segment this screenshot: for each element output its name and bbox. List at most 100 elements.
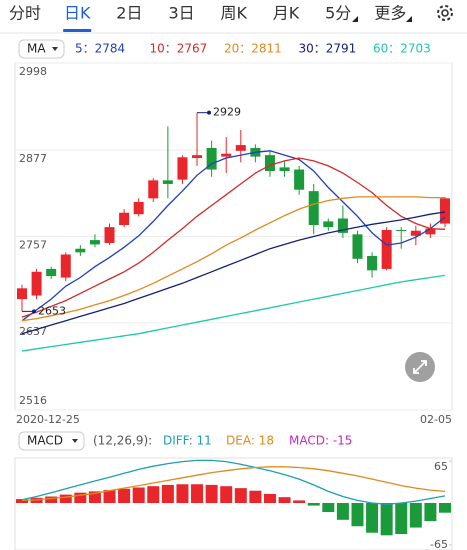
candle-body: [17, 288, 27, 300]
candle-body: [60, 254, 71, 278]
y-tick-label: 65: [434, 460, 448, 473]
macd-bar: [366, 503, 379, 533]
macd-bar: [293, 500, 306, 503]
tab[interactable]: 更多: [374, 4, 406, 23]
ma-legend-item: 20：2811: [224, 42, 282, 56]
x-tick-label: 2020-12-25: [16, 413, 80, 426]
expand-button[interactable]: [405, 352, 435, 382]
indicator-line: [21, 459, 446, 505]
dropdown-icon: [52, 47, 58, 51]
settings-icon[interactable]: [437, 5, 453, 21]
candle-body: [425, 228, 436, 235]
macd-bar: [220, 486, 233, 503]
macd-frame: [14, 457, 453, 550]
candle-body: [279, 167, 290, 171]
macd-bar: [176, 484, 189, 503]
y-tick-label: 2998: [19, 65, 47, 78]
macd-bar: [118, 488, 131, 503]
candle-body: [440, 198, 450, 224]
macd-legend-item: DIFF: 11: [163, 434, 212, 448]
dropdown-icon: [406, 16, 412, 22]
macd-bar: [263, 493, 276, 503]
macd-button-label: MACD: [27, 434, 63, 448]
tab[interactable]: 月K: [273, 4, 300, 23]
macd-bar: [45, 496, 58, 503]
macd-bar: [322, 503, 335, 513]
candle-body: [31, 271, 42, 296]
macd-bar: [439, 503, 451, 513]
candle-body: [148, 180, 159, 199]
macd-bar: [103, 490, 116, 503]
annotation-label: 2653: [38, 304, 66, 317]
ma-legend-item: 10：2767: [150, 42, 208, 56]
candle-body: [46, 268, 57, 277]
macd-bar: [132, 487, 145, 503]
candle-body: [323, 221, 334, 228]
macd-bar: [205, 484, 218, 503]
macd-legend-item: (12,26,9):: [93, 434, 152, 448]
candle-body: [162, 180, 173, 184]
candle-body: [75, 248, 86, 253]
tab[interactable]: 5分: [325, 4, 351, 23]
candle-body: [352, 234, 363, 259]
tab[interactable]: 2日: [116, 4, 142, 23]
indicator-line: [21, 196, 445, 322]
indicator-line: [21, 274, 446, 352]
tab[interactable]: 分时: [9, 4, 41, 23]
macd-bar: [161, 484, 174, 503]
candle-body: [235, 145, 246, 151]
candle-body: [264, 155, 275, 171]
candle-body: [410, 230, 421, 236]
tab-underline: [63, 29, 92, 32]
annotation-dot: [32, 309, 36, 314]
candle-body: [177, 157, 188, 180]
indicator-line: [21, 211, 446, 335]
y-tick-label: 2637: [19, 325, 47, 338]
tab[interactable]: 日K: [64, 4, 91, 23]
indicator-line: [21, 150, 446, 322]
annotation-label: 2929: [213, 106, 241, 119]
ma-button[interactable]: [18, 39, 65, 59]
candle-body: [221, 153, 232, 157]
macd-bar: [278, 497, 291, 503]
candle-body: [396, 230, 407, 232]
candle-body: [119, 212, 130, 225]
macd-bar: [380, 503, 393, 536]
macd-bar: [74, 492, 87, 503]
macd-bar: [395, 503, 408, 535]
candle-body: [192, 155, 203, 159]
macd-bar: [249, 490, 262, 503]
macd-bar: [147, 486, 160, 503]
candle-body: [381, 230, 392, 269]
tab[interactable]: 3日: [169, 4, 195, 23]
y-tick-label: -65: [430, 538, 448, 550]
candle-body: [367, 255, 378, 271]
annotation-dot: [207, 110, 212, 115]
candle-body: [206, 147, 217, 170]
indicator-line: [21, 466, 446, 502]
y-tick-label: 2516: [19, 394, 47, 407]
candle-body: [133, 201, 144, 215]
dropdown-icon: [352, 16, 358, 22]
macd-bar: [351, 503, 364, 527]
macd-bar: [59, 494, 72, 503]
ma-legend-item: 5：2784: [75, 42, 125, 56]
tab[interactable]: 周K: [221, 4, 248, 23]
candle-body: [294, 169, 305, 190]
macd-bar: [16, 499, 28, 503]
candle-body: [89, 240, 100, 245]
dropdown-icon: [72, 439, 78, 443]
macd-bar: [307, 503, 320, 506]
y-tick-label: 2877: [19, 152, 47, 165]
ma-legend-item: 30：2791: [299, 42, 357, 56]
x-tick-label: 02-05: [420, 413, 452, 426]
indicator-line: [21, 157, 446, 318]
y-tick-label: 2757: [19, 239, 47, 252]
ma-legend-item: 60：2703: [373, 42, 431, 56]
macd-bar: [424, 503, 437, 522]
macd-button[interactable]: [18, 431, 85, 451]
macd-bar: [336, 503, 349, 520]
macd-legend-item: DEA: 18: [226, 434, 274, 448]
